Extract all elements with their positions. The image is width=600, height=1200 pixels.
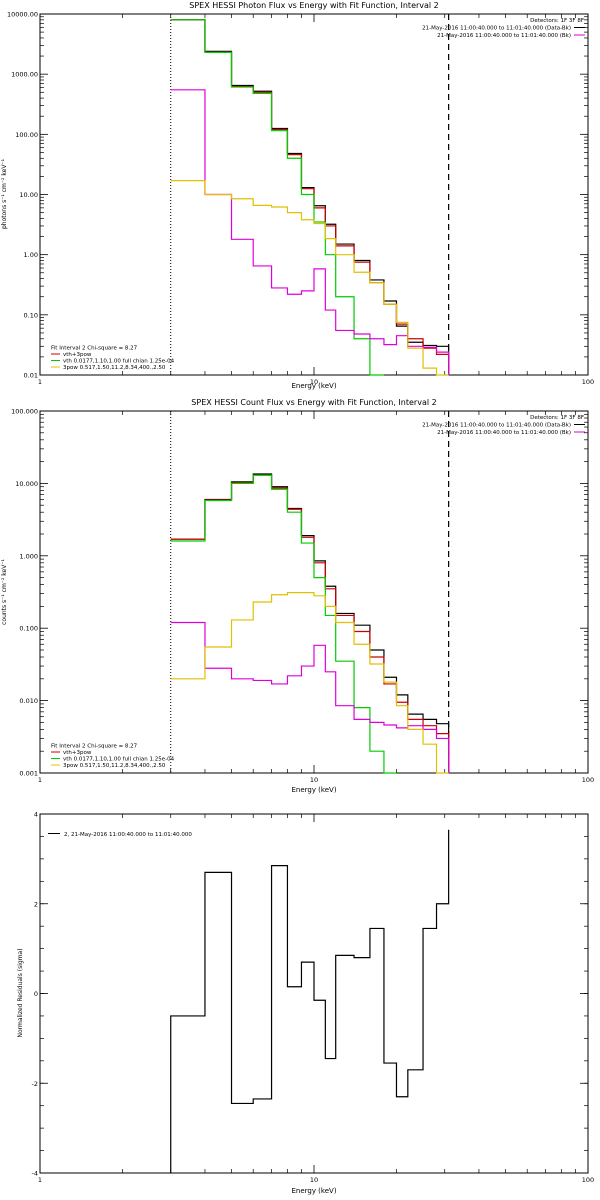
count-flux-fit-legend-label: Fit Interval 2 Chi-square = 8.27 <box>51 744 138 750</box>
photon-flux-legend-label: Detectors: 1F 3F 8F <box>530 18 584 24</box>
photon-flux-fit-legend-label: vth 0.0177,1.10,1.00 full chian 1.25e-04 <box>63 359 175 365</box>
photon-flux-fit-legend-label: Fit Interval 2 Chi-square = 8.27 <box>51 346 138 352</box>
residuals-y-tick-label: -4 <box>32 1170 38 1178</box>
count-flux-title: SPEX HESSI Count Flux vs Energy with Fit… <box>191 398 436 407</box>
count-flux-y-tick-label: 0.010 <box>19 697 38 705</box>
count-flux-panel: SPEX HESSI Count Flux vs Energy with Fit… <box>1 398 594 794</box>
photon-flux-x-tick-label: 10 <box>310 378 318 386</box>
count-flux-series-vth-0-0177-1-10-1-00-full-chian-1-25e-04 <box>170 474 397 774</box>
count-flux-fit-legend-label: vth+3pow <box>63 750 92 756</box>
photon-flux-ylabel: photons s⁻¹ cm⁻² keV⁻¹ <box>1 158 8 229</box>
count-flux-series-3pow-0-517-1-50-11-2-8-34-400-2-50 <box>170 592 449 774</box>
residuals-y-tick-label: -2 <box>32 1080 38 1088</box>
count-flux-x-tick-label: 100 <box>582 776 594 784</box>
photon-flux-x-tick-label: 1 <box>38 378 42 386</box>
residuals-y-tick-label: 2 <box>34 900 38 908</box>
photon-flux-fit-legend-label: vth+3pow <box>63 352 92 358</box>
residuals-x-tick-label: 100 <box>582 1176 594 1184</box>
photon-flux-series-vth-0-0177-1-10-1-00-full-chian-1-25e-04 <box>170 19 384 376</box>
residuals-panel: Energy (keV) Normalized Residuals (sigma… <box>17 811 594 1196</box>
residuals-y-tick-label: 4 <box>34 811 38 819</box>
count-flux-y-tick-label: 10.000 <box>15 480 38 488</box>
photon-flux-xlabel: Energy (keV) <box>291 382 336 390</box>
count-flux-fit-legend-label: vth 0.0177,1.10,1.00 full chian 1.25e-04 <box>63 757 175 763</box>
count-flux-plot-area: 1 10 100 0.001 0.010 0.100 1.000 10.000 100.000 D… <box>11 408 594 785</box>
photon-flux-y-tick-label: 1000.00 <box>11 71 38 79</box>
photon-flux-legend-label: 21-May-2016 11:00:40.000 to 11:01:40.000… <box>422 26 571 32</box>
photon-flux-fit-legend-label: 3pow 0.517,1.50,11.2,8.34,400.,2.50 <box>63 365 166 371</box>
count-flux-ylabel: counts s⁻¹ cm⁻² keV⁻¹ <box>1 559 8 625</box>
count-flux-y-tick-label: 0.001 <box>19 770 38 778</box>
photon-flux-y-tick-label: 10.00 <box>19 191 38 199</box>
photon-flux-legend-label: 21-May-2016 11:00:40.000 to 11:01:40.000… <box>437 33 571 39</box>
count-flux-x-tick-label: 1 <box>38 776 42 784</box>
photon-flux-y-tick-label: 0.10 <box>24 311 38 319</box>
photon-flux-y-tick-label: 1.00 <box>24 251 38 259</box>
count-flux-legend-label: 21-May-2016 11:00:40.000 to 11:01:40.000… <box>437 430 571 436</box>
count-flux-y-tick-label: 1.000 <box>19 552 38 560</box>
photon-flux-series-3pow-0-517-1-50-11-2-8-34-400-2-50 <box>170 180 449 376</box>
residuals-legend-label: 2, 21-May-2016 11:00:40.000 to 11:01:40.… <box>64 832 192 838</box>
photon-flux-plot-area: 1 10 100 0.01 0.10 1.00 10.00 100.00 1000.00 1000… <box>7 11 594 387</box>
residuals-x-tick-label: 1 <box>38 1176 42 1184</box>
residuals-ylabel: Normalized Residuals (sigma) <box>17 948 24 1037</box>
count-flux-fit-legend-label: 3pow 0.517,1.50,11.2,8.34,400.,2.50 <box>63 763 166 769</box>
photon-flux-panel: SPEX HESSI Photon Flux vs Energy with Fi… <box>1 1 594 390</box>
count-flux-x-tick-label: 10 <box>310 776 318 784</box>
photon-flux-y-tick-label: 0.01 <box>24 372 38 380</box>
residuals-y-tick-label: 0 <box>34 990 38 998</box>
photon-flux-y-tick-label: 10000.00 <box>7 11 38 19</box>
count-flux-y-tick-label: 0.100 <box>19 625 38 633</box>
photon-flux-series-21-may-2016-11-00-40-000-to-11-01-40-000-bk <box>170 89 450 375</box>
count-flux-legend-label: 21-May-2016 11:00:40.000 to 11:01:40.000… <box>422 423 571 429</box>
residuals-plot-area: 1 10 100 -4 -2 0 2 4 2, 21-May-2016 11:00:40.000… <box>32 811 595 1185</box>
photon-flux-y-tick-label: 100.00 <box>15 131 38 139</box>
photon-flux-title: SPEX HESSI Photon Flux vs Energy with Fi… <box>189 1 439 10</box>
residuals-series-2-21-may-2016-11-00-40-000-to-11-01-40-000 <box>170 829 450 1173</box>
residuals-xlabel: Energy (keV) <box>291 1187 336 1195</box>
count-flux-xlabel: Energy (keV) <box>291 786 336 794</box>
photon-flux-x-tick-label: 100 <box>582 378 594 386</box>
count-flux-series-21-may-2016-11-00-40-000-to-11-01-40-000-bk <box>170 621 450 773</box>
count-flux-y-tick-label: 100.000 <box>11 408 38 416</box>
count-flux-legend-label: Detectors: 1F 3F 8F <box>530 415 584 421</box>
residuals-x-tick-label: 10 <box>310 1176 318 1184</box>
